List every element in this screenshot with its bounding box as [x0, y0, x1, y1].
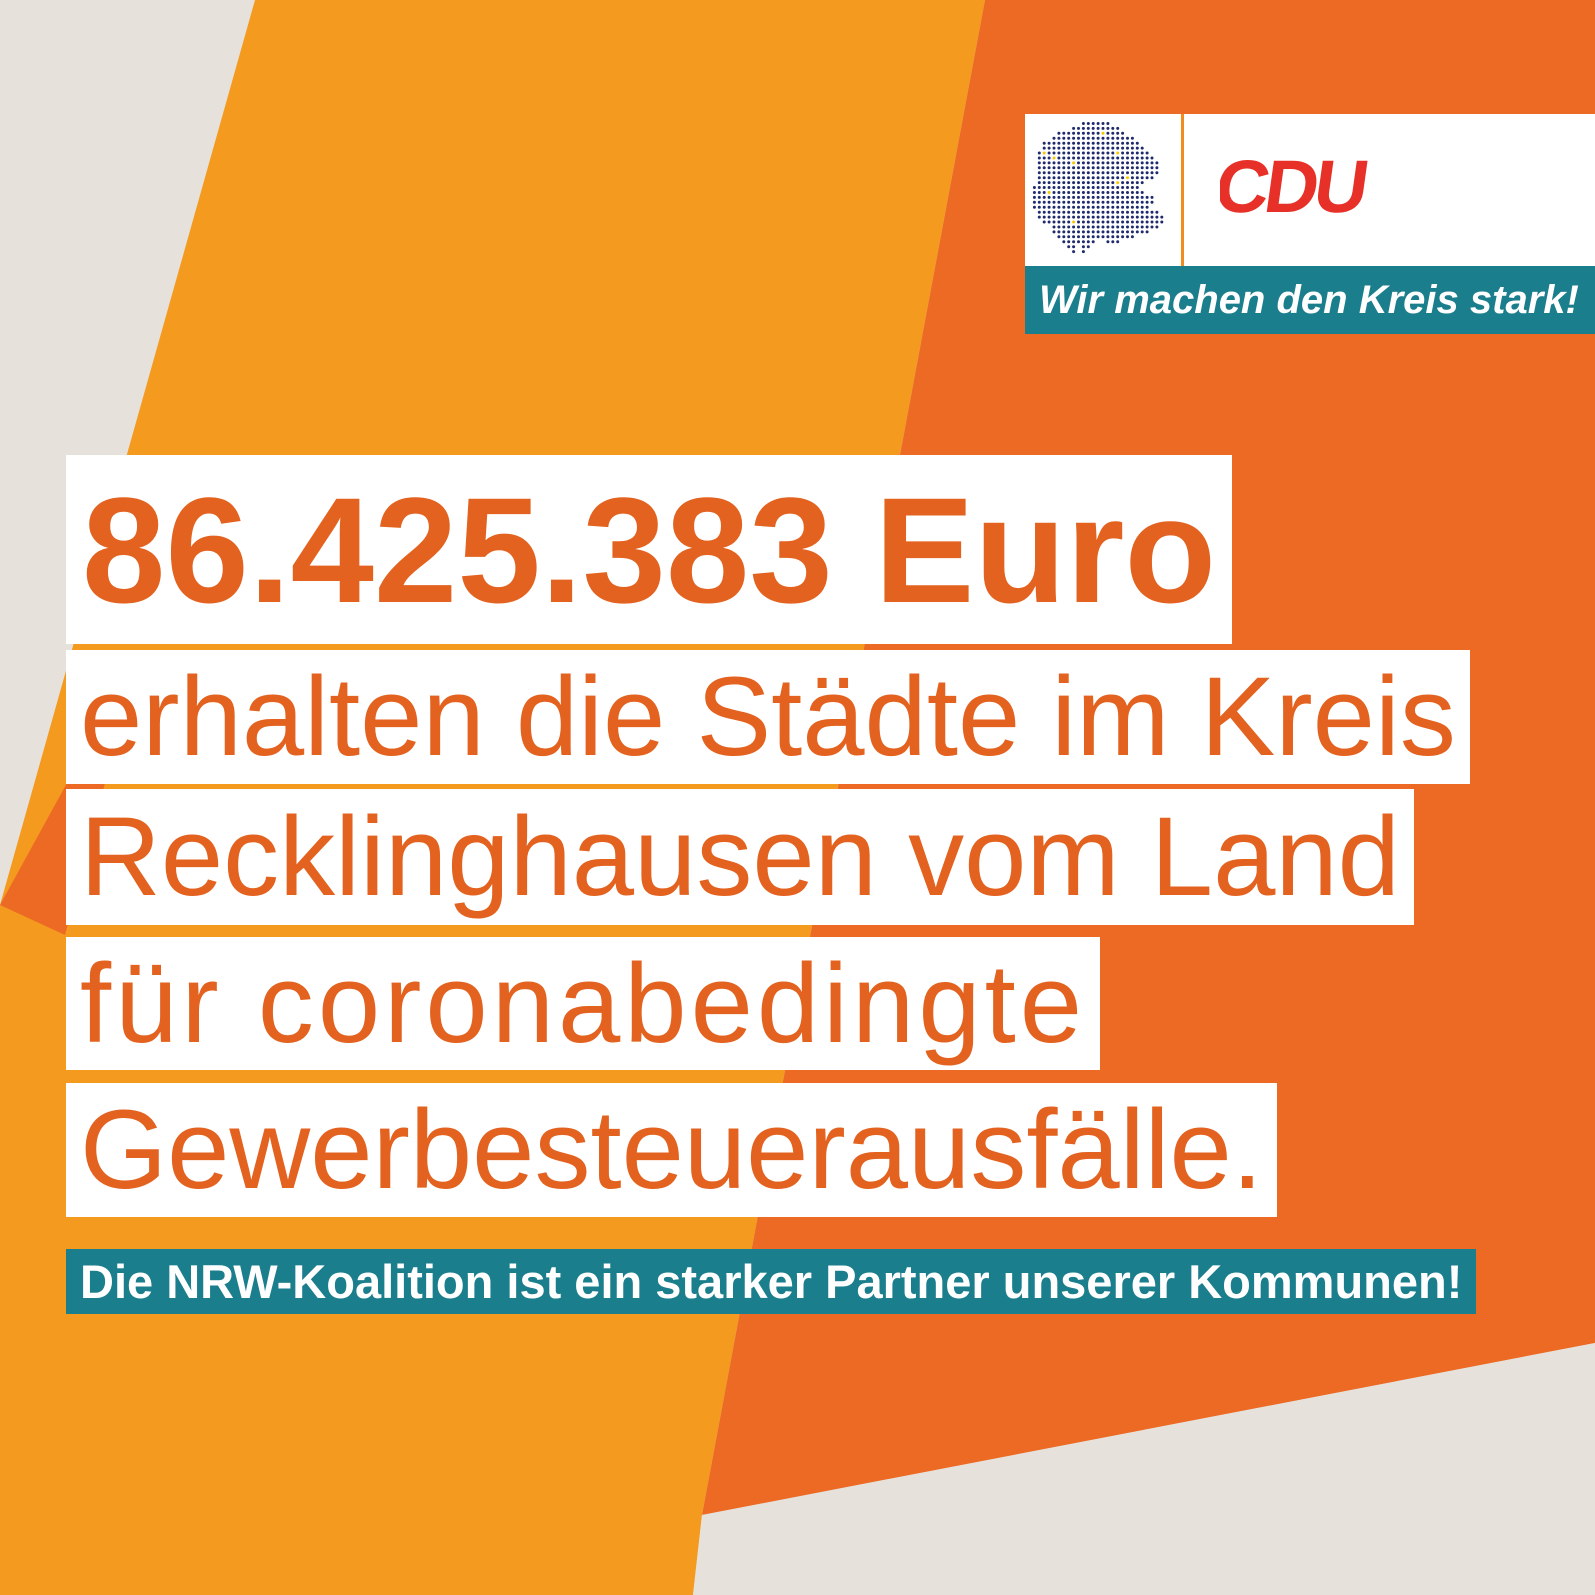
svg-text:CDU: CDU: [1220, 147, 1370, 228]
